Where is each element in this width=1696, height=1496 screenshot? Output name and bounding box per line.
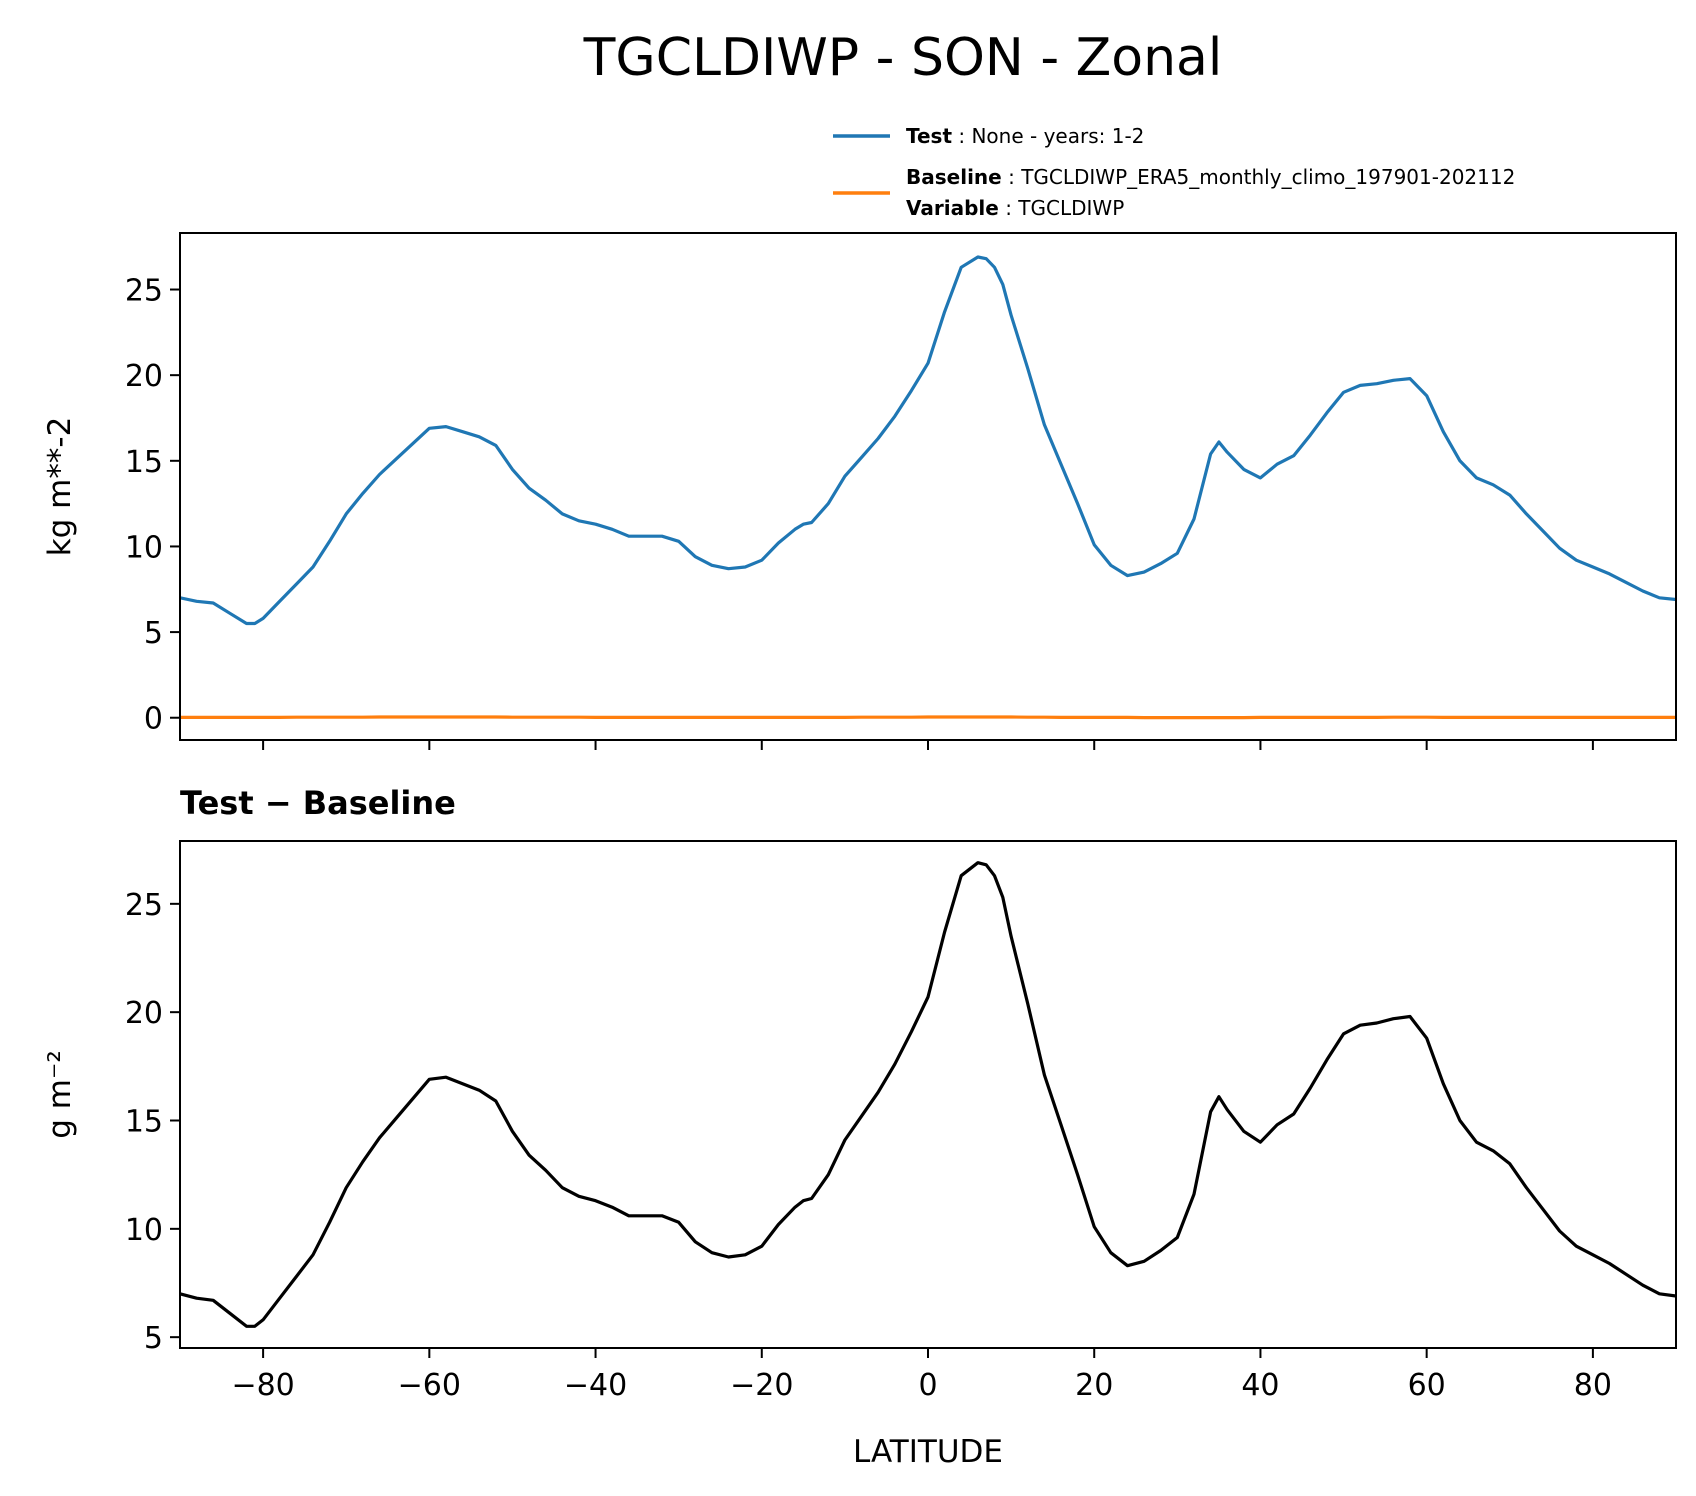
legend-entry-text: Baseline : TGCLDIWP_ERA5_monthly_climo_1… <box>906 165 1515 189</box>
x-tick-label: −20 <box>730 1368 793 1403</box>
x-tick-label: −80 <box>231 1368 294 1403</box>
difference-plot-frame <box>179 840 1677 1349</box>
legend-entry-text: Test : None - years: 1-2 <box>906 124 1144 148</box>
y-tick-label: 10 <box>125 530 163 565</box>
y-tick-label: 15 <box>125 1105 163 1140</box>
x-tick-label: −60 <box>398 1368 461 1403</box>
difference-panel-title: Test − Baseline <box>180 784 456 822</box>
legend-key: Variable <box>906 196 999 220</box>
y-tick-label: 0 <box>144 702 163 737</box>
legend-value: : TGCLDIWP <box>999 196 1124 220</box>
top-panel: 0 5 10 15 20 25 kg m**-2 <box>42 232 1677 750</box>
legend-value: : TGCLDIWP_ERA5_monthly_climo_197901-202… <box>1002 165 1516 189</box>
chart-title: TGCLDIWP - SON - Zonal <box>583 28 1223 88</box>
x-tick-label: 80 <box>1574 1368 1612 1403</box>
legend: Test : None - years: 1-2 Baseline : TGCLD… <box>833 124 1515 220</box>
top-y-axis-label: kg m**-2 <box>42 417 78 557</box>
y-tick-label: 20 <box>125 996 163 1031</box>
x-tick-label: 40 <box>1241 1368 1279 1403</box>
top-plot-frame <box>179 232 1677 741</box>
legend-key: Baseline <box>906 165 1002 189</box>
legend-entry-text: Variable : TGCLDIWP <box>906 196 1124 220</box>
y-tick-label: 5 <box>144 616 163 651</box>
difference-series-line <box>180 861 1676 1328</box>
legend-value: : None - years: 1-2 <box>952 124 1144 148</box>
y-tick-label: 25 <box>125 274 163 309</box>
legend-key: Test <box>906 124 952 148</box>
y-tick-label: 10 <box>125 1213 163 1248</box>
difference-y-axis-label: g m⁻² <box>42 1050 78 1139</box>
y-tick-label: 5 <box>144 1321 163 1356</box>
baseline-series-line <box>180 715 1676 720</box>
x-axis-label: LATITUDE <box>853 1434 1003 1470</box>
test-series-line <box>180 255 1676 626</box>
y-tick-label: 25 <box>125 888 163 923</box>
x-tick-label: 0 <box>918 1368 937 1403</box>
x-tick-label: 60 <box>1408 1368 1446 1403</box>
x-tick-label: 20 <box>1075 1368 1113 1403</box>
x-tick-label: −40 <box>564 1368 627 1403</box>
y-tick-label: 15 <box>125 445 163 480</box>
difference-panel: 5 10 15 20 25 −80 −60 −40 −20 0 20 40 60 80 g m⁻² <box>42 840 1677 1403</box>
y-tick-label: 20 <box>125 359 163 394</box>
